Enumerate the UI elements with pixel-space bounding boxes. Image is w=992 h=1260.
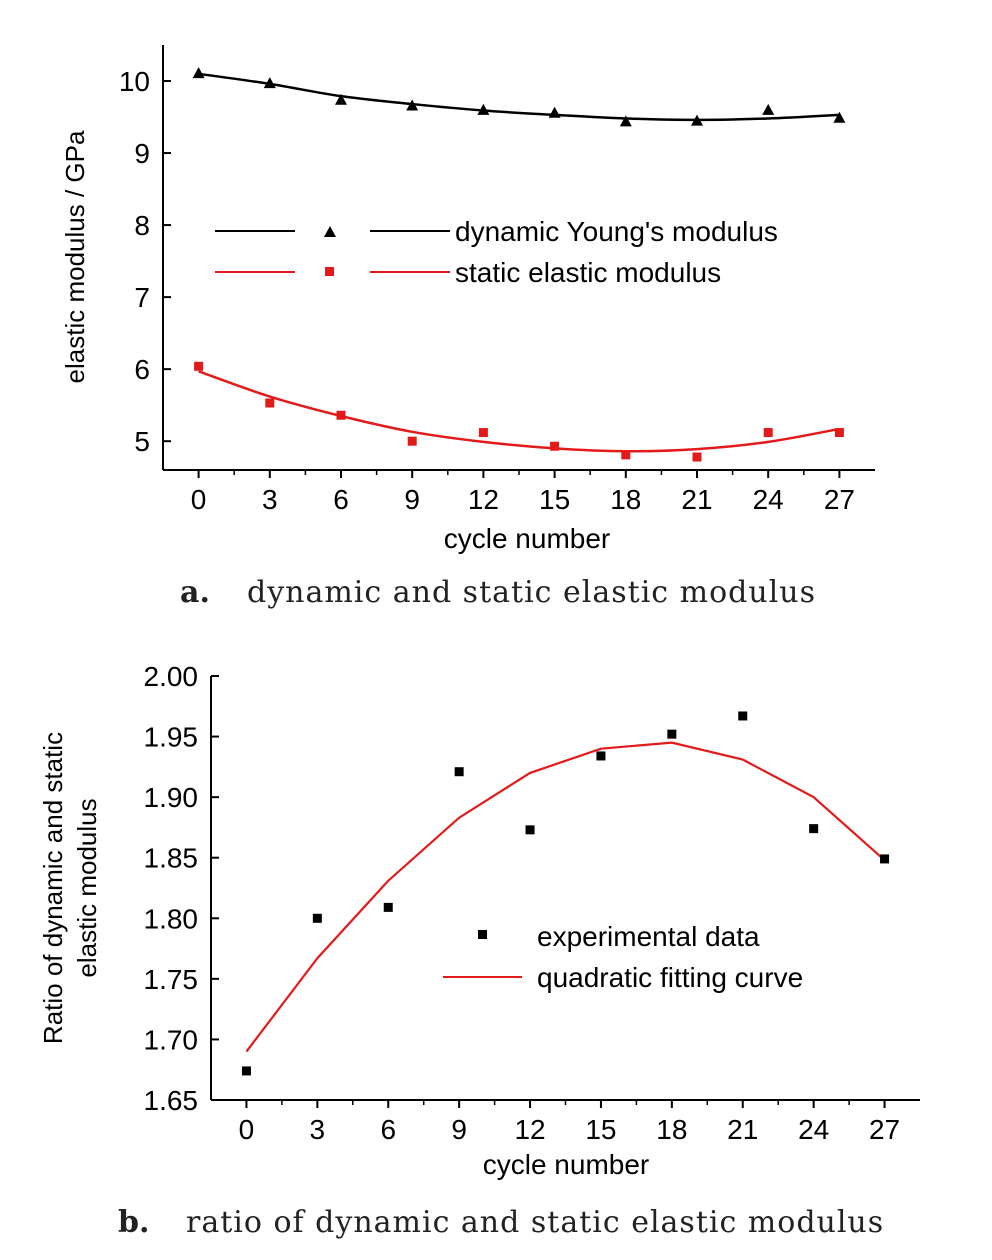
- fit-line: [245, 741, 886, 1053]
- data-point-square: [454, 767, 464, 777]
- data-point-square: [550, 441, 560, 451]
- fit-curve: [198, 72, 840, 122]
- data-point-triangle: [619, 115, 632, 127]
- y-tick-label: 10: [119, 66, 150, 97]
- chart-b-y-axis-label-line1: Ratio of dynamic and static: [38, 732, 68, 1044]
- x-tick-label: 6: [333, 484, 349, 515]
- fit-curve: [198, 370, 840, 453]
- data-point-triangle: [548, 106, 561, 118]
- chart-a-legend: dynamic Young's modulus static elastic m…: [215, 216, 778, 288]
- y-tick-label: 2.00: [144, 661, 199, 692]
- y-tick-label: 1.65: [144, 1085, 199, 1116]
- chart-b-y-axis-label-line2: elastic modulus: [72, 798, 102, 977]
- y-tick-label: 6: [134, 354, 150, 385]
- y-tick-label: 1.70: [144, 1024, 199, 1055]
- x-tick-label: 21: [727, 1114, 758, 1145]
- caption-b-text: ratio of dynamic and static elastic modu…: [186, 1205, 884, 1240]
- x-tick-label: 15: [539, 484, 570, 515]
- data-point-square: [241, 1066, 251, 1076]
- x-tick-label: 18: [656, 1114, 687, 1145]
- x-tick-label: 12: [514, 1114, 545, 1145]
- y-tick-label: 1.80: [144, 903, 199, 934]
- caption-a-letter: a.: [180, 575, 210, 610]
- chart-b-x-axis-label: cycle number: [483, 1149, 650, 1180]
- y-tick-label: 8: [134, 210, 150, 241]
- x-tick-label: 21: [681, 484, 712, 515]
- caption-b-letter: b.: [118, 1205, 149, 1240]
- x-tick-label: 9: [404, 484, 420, 515]
- caption-a-text: dynamic and static elastic modulus: [247, 575, 816, 610]
- data-point-triangle: [335, 93, 347, 105]
- x-tick-label: 0: [239, 1114, 255, 1145]
- x-tick-label: 9: [451, 1114, 467, 1145]
- data-point-square: [621, 450, 631, 460]
- data-point-square: [692, 452, 702, 462]
- data-point-square: [880, 854, 890, 864]
- legend-dynamic-triangle-icon: [324, 226, 336, 237]
- data-point-triangle: [833, 111, 846, 123]
- y-tick-label: 1.75: [144, 964, 199, 995]
- data-point-square: [809, 824, 819, 834]
- x-tick-label: 24: [753, 484, 784, 515]
- y-tick-label: 9: [134, 138, 150, 169]
- legend-dynamic-label: dynamic Young's modulus: [455, 216, 778, 247]
- x-tick-label: 0: [191, 484, 207, 515]
- data-point-square: [383, 902, 393, 912]
- y-tick-label: 7: [134, 282, 150, 313]
- legend-fit-label: quadratic fitting curve: [537, 962, 803, 993]
- data-point-square: [738, 711, 748, 721]
- y-tick-label: 5: [134, 426, 150, 457]
- data-point-square: [478, 428, 488, 438]
- x-tick-label: 27: [824, 484, 855, 515]
- x-tick-label: 12: [468, 484, 499, 515]
- x-tick-label: 3: [310, 1114, 326, 1145]
- legend-experimental-square-icon: [478, 930, 487, 939]
- chart-b: 1.65 1.70 1.75 1.80 1.85 1.90 1.95 2.00 0 3 6 9 12 1…: [38, 661, 920, 1180]
- chart-a-y-axis-label: elastic modulus / GPa: [60, 130, 90, 383]
- chart-a-x-axis-label: cycle number: [444, 523, 611, 554]
- data-point-triangle: [762, 103, 775, 115]
- data-point-triangle: [477, 103, 490, 115]
- x-tick-label: 6: [380, 1114, 396, 1145]
- y-tick-label: 1.95: [144, 722, 199, 753]
- data-point-triangle: [263, 77, 276, 89]
- legend-static-square-icon: [325, 267, 334, 276]
- data-point-square: [265, 398, 275, 408]
- data-point-square: [596, 751, 606, 761]
- x-tick-label: 3: [262, 484, 278, 515]
- data-point-square: [336, 410, 346, 420]
- data-point-triangle: [691, 114, 703, 126]
- x-tick-label: 18: [610, 484, 641, 515]
- data-point-square: [834, 428, 844, 438]
- x-tick-label: 27: [869, 1114, 900, 1145]
- data-point-triangle: [192, 67, 205, 79]
- data-point-square: [525, 825, 535, 835]
- data-point-square: [763, 428, 773, 438]
- data-point-square: [407, 436, 417, 446]
- data-point-square: [194, 361, 204, 371]
- data-point-square: [667, 729, 677, 739]
- legend-static-label: static elastic modulus: [455, 257, 721, 288]
- x-tick-label: 15: [585, 1114, 616, 1145]
- data-point-square: [312, 913, 322, 923]
- y-tick-label: 1.85: [144, 843, 199, 874]
- y-tick-label: 1.90: [144, 782, 199, 813]
- x-tick-label: 24: [798, 1114, 829, 1145]
- chart-a: 5 6 7 8 9 10 0 3 6 9 12 15 18 21 24 27 cycle number el…: [60, 45, 875, 554]
- data-point-triangle: [406, 99, 419, 111]
- legend-experimental-label: experimental data: [537, 921, 760, 952]
- chart-b-legend: experimental data quadratic fitting curv…: [443, 921, 803, 993]
